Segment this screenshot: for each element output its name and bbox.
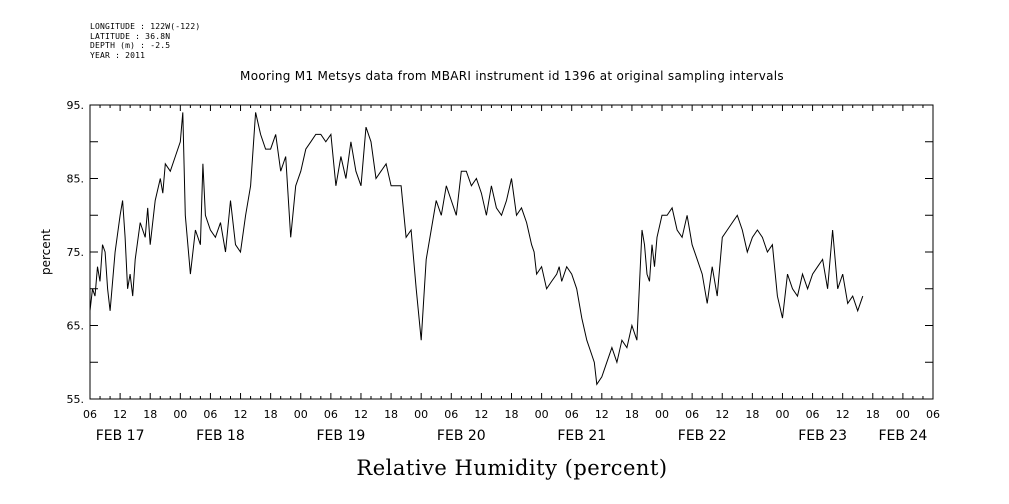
x-hour-label: 12 <box>354 408 368 421</box>
x-hour-label: 00 <box>775 408 789 421</box>
x-hour-label: 00 <box>655 408 669 421</box>
tick-marks <box>89 104 934 400</box>
x-day-label: FEB 20 <box>437 428 486 444</box>
x-hour-label: 06 <box>444 408 458 421</box>
x-day-label: FEB 23 <box>798 428 847 444</box>
humidity-series-line <box>89 112 864 386</box>
x-hour-label: 18 <box>745 408 759 421</box>
x-hour-label: 12 <box>836 408 850 421</box>
y-tick-label: 75. <box>67 246 85 259</box>
x-hour-label: 18 <box>866 408 880 421</box>
chart-title: Mooring M1 Metsys data from MBARI instru… <box>240 69 784 83</box>
x-hour-label: 18 <box>384 408 398 421</box>
x-hour-label: 06 <box>685 408 699 421</box>
x-day-label: FEB 18 <box>196 428 245 444</box>
x-hour-label: 18 <box>143 408 157 421</box>
x-axis-title: Relative Humidity (percent) <box>356 456 667 480</box>
x-hour-label: 06 <box>203 408 217 421</box>
x-day-label: FEB 24 <box>879 428 928 444</box>
depth-text: DEPTH (m) : -2.5 <box>90 41 171 50</box>
metadata-block: LONGITUDE : 122W(-122) LATITUDE : 36.8N … <box>90 22 200 60</box>
x-day-label: FEB 19 <box>317 428 366 444</box>
x-hour-label: 12 <box>113 408 127 421</box>
y-tick-label: 95. <box>67 99 85 112</box>
x-tick-labels: 06 12 18 00 06 12 18 00 06 12 18 00 06 12 18 00 06 12 18 00… <box>83 408 940 421</box>
x-hour-label: 06 <box>83 408 97 421</box>
x-hour-label: 00 <box>535 408 549 421</box>
x-day-label: FEB 21 <box>557 428 606 444</box>
x-hour-label: 18 <box>264 408 278 421</box>
x-hour-label: 00 <box>414 408 428 421</box>
year-text: YEAR : 2011 <box>90 50 146 60</box>
y-tick-label: 85. <box>67 173 85 186</box>
x-hour-label: 18 <box>625 408 639 421</box>
x-day-label: FEB 17 <box>96 428 145 444</box>
x-hour-label: 18 <box>505 408 519 421</box>
x-hour-label: 06 <box>565 408 579 421</box>
x-hour-label: 06 <box>324 408 338 421</box>
x-hour-label: 00 <box>896 408 910 421</box>
x-hour-label: 06 <box>926 408 940 421</box>
x-hour-label: 00 <box>294 408 308 421</box>
x-hour-label: 12 <box>595 408 609 421</box>
y-tick-labels: 55. 65. 75. 85. 95. <box>67 99 85 406</box>
longitude-text: LONGITUDE : 122W(-122) <box>90 22 201 31</box>
x-hour-label: 12 <box>474 408 488 421</box>
y-axis-label: percent <box>39 229 53 275</box>
x-hour-label: 12 <box>234 408 248 421</box>
latitude-text: LATITUDE : 36.8N <box>90 31 171 41</box>
x-hour-label: 12 <box>715 408 729 421</box>
x-day-label: FEB 22 <box>678 428 727 444</box>
y-tick-label: 55. <box>67 393 85 406</box>
plot-frame <box>89 104 934 400</box>
x-hour-label: 00 <box>173 408 187 421</box>
x-hour-label: 06 <box>806 408 820 421</box>
day-labels: FEB 17 FEB 18 FEB 19 FEB 20 FEB 21 FEB 22 FEB … <box>96 428 928 444</box>
y-tick-label: 65. <box>67 320 85 333</box>
